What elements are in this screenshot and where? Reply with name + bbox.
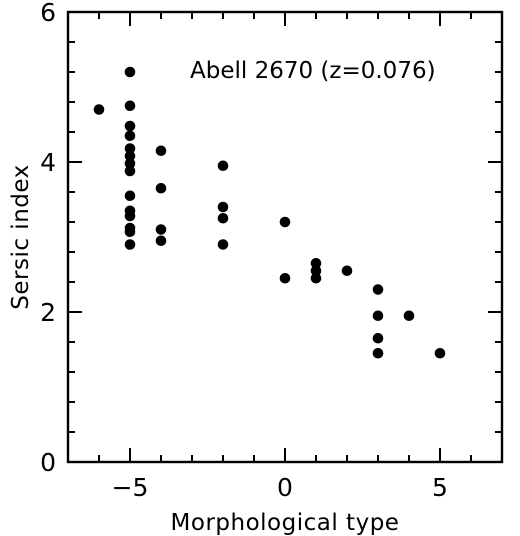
data-point (93, 104, 105, 115)
data-point (124, 100, 136, 112)
y-axis-title: Sersic index (8, 164, 34, 309)
plot-frame (66, 10, 504, 464)
x-tick-label: −5 (112, 473, 149, 502)
y-tick-label: 2 (40, 298, 56, 327)
data-point (403, 310, 415, 322)
data-point (155, 145, 167, 157)
data-point (124, 210, 136, 222)
data-point (124, 150, 136, 162)
data-point (217, 201, 229, 213)
x-tick-label: 5 (432, 473, 448, 502)
data-point (341, 265, 353, 277)
data-point (217, 212, 229, 224)
data-point (372, 332, 384, 344)
x-tick-label: 0 (277, 473, 293, 502)
x-axis-title: Morphological type (171, 510, 400, 536)
data-point (155, 182, 167, 194)
data-point (434, 347, 446, 359)
data-point (124, 226, 136, 238)
data-point (372, 347, 384, 359)
data-point (124, 190, 136, 202)
data-point (310, 257, 322, 269)
data-point (372, 310, 384, 322)
data-point (310, 265, 322, 277)
tick-labels: −5 0 5 0 2 4 6 (40, 0, 448, 502)
data-point (124, 239, 136, 250)
data-point (124, 120, 136, 132)
data-point (310, 272, 322, 284)
data-point (124, 165, 136, 177)
y-tick-label: 4 (40, 148, 56, 177)
data-point (124, 143, 136, 154)
data-point (124, 66, 136, 78)
chart-annotation: Abell 2670 (z=0.076) (190, 58, 436, 84)
data-point (217, 160, 229, 172)
data-point (155, 235, 167, 247)
y-tick-label: 6 (40, 0, 56, 27)
data-point (124, 130, 136, 142)
data-points (93, 66, 446, 359)
y-tick-label: 0 (40, 448, 56, 477)
data-point (279, 216, 291, 228)
data-point (155, 224, 167, 235)
data-point (124, 158, 136, 169)
data-point (217, 239, 229, 250)
data-point (372, 284, 384, 295)
data-point (279, 272, 291, 284)
